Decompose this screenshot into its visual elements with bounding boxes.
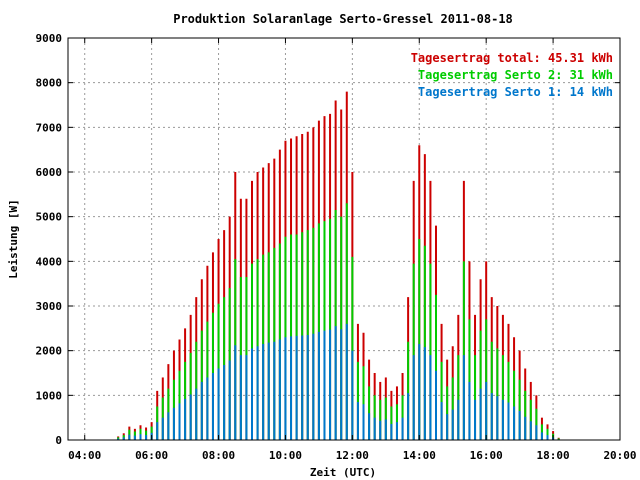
y-tick-label: 4000 [36, 255, 63, 268]
x-tick-label: 12:00 [336, 449, 369, 462]
y-tick-label: 6000 [36, 166, 63, 179]
y-tick-label: 0 [55, 434, 62, 447]
legend-entry: Tagesertrag Serto 2: 31 kWh [418, 68, 613, 82]
x-ticks: 04:00 06:00 08:00 10:00 12:00 14:00 16:00 18:00… [68, 38, 637, 462]
y-tick-label: 2000 [36, 345, 63, 358]
x-tick-label: 16:00 [470, 449, 503, 462]
series-3 [117, 323, 560, 440]
legend-entry: Tagesertrag total: 45.31 kWh [411, 51, 613, 65]
bars [117, 91, 560, 440]
chart-title: Produktion Solaranlage Serto-Gressel 201… [173, 12, 513, 26]
y-ticks: 0 1000 2000 3000 4000 5000 6000 7000 8000 9000 [36, 32, 620, 447]
x-tick-label: 10:00 [269, 449, 302, 462]
y-tick-label: 9000 [36, 32, 63, 45]
y-tick-label: 7000 [36, 121, 63, 134]
y-tick-label: 3000 [36, 300, 63, 313]
y-axis-label: Leistung [W] [7, 199, 20, 278]
y-tick-label: 8000 [36, 77, 63, 90]
plot-frame [67, 37, 621, 441]
x-tick-label: 18:00 [537, 449, 570, 462]
x-tick-label: 08:00 [202, 449, 235, 462]
x-tick-label: 04:00 [68, 449, 101, 462]
grid [68, 38, 620, 440]
y-tick-label: 1000 [36, 389, 63, 402]
x-tick-label: 14:00 [403, 449, 436, 462]
x-axis-label: Zeit (UTC) [310, 466, 376, 479]
legend: Tagesertrag total: 45.31 kWh Tagesertrag … [411, 51, 613, 99]
y-tick-label: 5000 [36, 211, 63, 224]
x-tick-label: 06:00 [135, 449, 168, 462]
legend-entry: Tagesertrag Serto 1: 14 kWh [418, 85, 613, 99]
x-tick-label: 20:00 [603, 449, 636, 462]
